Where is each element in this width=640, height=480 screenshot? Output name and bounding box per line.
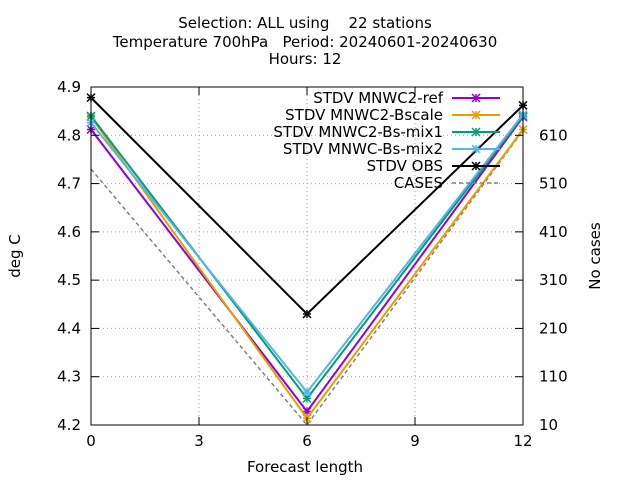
chart-title-line-3: Hours: 12 — [268, 50, 342, 68]
x-tick-label: 12 — [513, 432, 532, 450]
x-tick-label: 6 — [302, 432, 312, 450]
x-tick-label: 0 — [86, 432, 96, 450]
y-tick-label: 4.8 — [57, 126, 81, 144]
y-tick-label: 4.7 — [57, 175, 81, 193]
legend-label-1: STDV MNWC2-Bscale — [285, 106, 443, 124]
legend-marker-3 — [471, 144, 481, 154]
y2-axis-label: No cases — [586, 222, 604, 290]
series-line-5 — [90, 130, 524, 427]
chart-title-line-1: Selection: ALL using 22 stations — [178, 14, 432, 32]
series-line-2 — [90, 115, 524, 401]
axis-ticks: 0 3 6 9 12 4.2 4.3 4.4 4.5 4.6 4.7 4.8 4.9 10 110 210 31… — [57, 78, 568, 450]
legend-label-2: STDV MNWC2-Bs-mix1 — [273, 123, 443, 141]
y-tick-label: 4.5 — [57, 271, 81, 289]
y-tick-label: 4.9 — [57, 78, 81, 96]
y2-tick-label: 410 — [539, 223, 568, 241]
y2-tick-label: 310 — [539, 271, 568, 289]
legend-marker-2 — [471, 127, 481, 137]
y-tick-label: 4.3 — [57, 368, 81, 386]
legend-label-3: STDV MNWC-Bs-mix2 — [283, 140, 443, 158]
legend-label-4: STDV OBS — [367, 157, 443, 175]
y2-tick-label: 110 — [539, 368, 568, 386]
legend-marker-0 — [471, 93, 481, 103]
x-axis-label: Forecast length — [247, 458, 363, 476]
y-tick-label: 4.2 — [57, 416, 81, 434]
y2-tick-label: 510 — [539, 175, 568, 193]
y2-tick-label: 610 — [539, 126, 568, 144]
data-point — [302, 309, 312, 319]
y2-tick-label: 10 — [539, 416, 558, 434]
data-point — [302, 387, 312, 397]
y-axis-label: deg C — [6, 234, 24, 278]
legend-label-5: CASES — [394, 174, 443, 192]
legend-marker-1 — [471, 110, 481, 120]
legend-label-0: STDV MNWC2-ref — [313, 89, 443, 107]
y-tick-label: 4.6 — [57, 223, 81, 241]
y-tick-label: 4.4 — [57, 319, 81, 337]
chart-title-line-2: Temperature 700hPa Period: 20240601-2024… — [112, 33, 498, 51]
y2-tick-label: 210 — [539, 319, 568, 337]
x-tick-label: 9 — [410, 432, 420, 450]
x-tick-label: 3 — [194, 432, 204, 450]
series-group — [86, 93, 528, 427]
legend-marker-4 — [471, 161, 481, 171]
